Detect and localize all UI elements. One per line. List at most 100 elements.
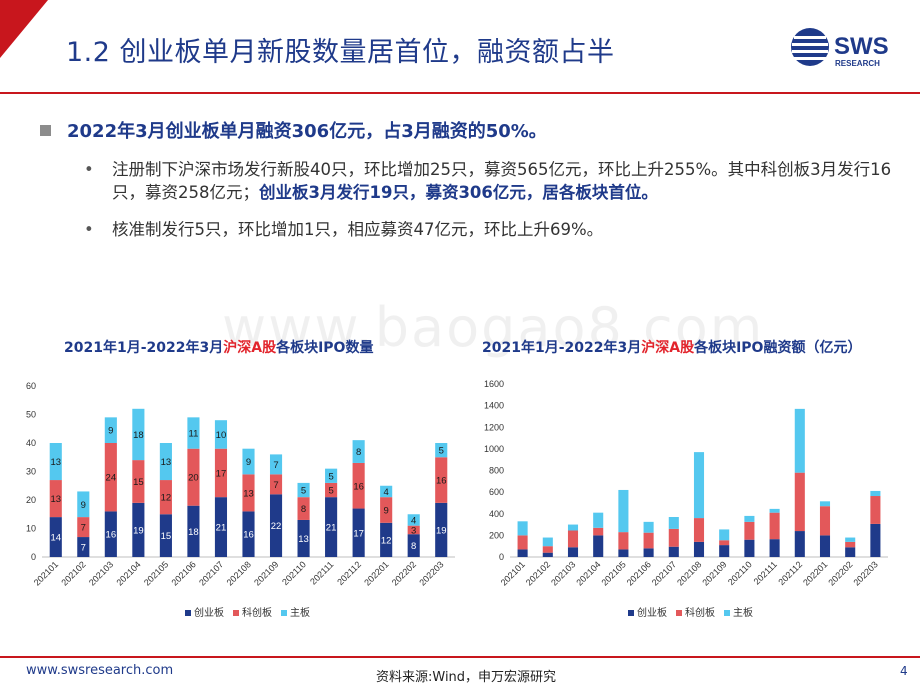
bar-segment	[744, 521, 755, 540]
y-tick-label: 20	[26, 495, 36, 505]
bar-segment	[819, 535, 831, 557]
sub-bullet-1-highlight: 创业板3月发行19只，募资306亿元，居各板块首位。	[259, 183, 658, 202]
main-bullet-text: 2022年3月创业板单月融资306亿元，占3月融资的50%。	[67, 121, 547, 142]
data-label: 4	[384, 487, 389, 498]
bar-segment	[794, 408, 805, 473]
bar-segment	[297, 482, 310, 498]
bar-segment	[325, 468, 338, 483]
y-tick-label: 1000	[484, 444, 504, 454]
square-bullet-icon	[40, 125, 51, 136]
bar-segment	[380, 522, 393, 557]
bar-segment	[794, 472, 805, 532]
sws-logo: SWS RESEARCH	[791, 28, 889, 68]
data-label: 5	[328, 486, 333, 497]
bar-segment	[187, 417, 200, 449]
bar-segment	[593, 527, 604, 536]
bar-segment	[542, 552, 553, 557]
bar-segment	[693, 518, 705, 542]
data-label: 9	[108, 426, 113, 437]
sub-bullet-2-text: 核准制发行5只，环比增加1只，相应募资47亿元，环比上升69%。	[112, 220, 604, 239]
data-label: 11	[188, 429, 198, 440]
left-chart-title: 2021年1月-2022年3月沪深A股各板块IPO数量	[64, 337, 373, 357]
data-label: 13	[243, 488, 254, 499]
data-label: 13	[161, 457, 172, 468]
bar-segment	[668, 528, 679, 547]
data-label: 12	[381, 535, 392, 546]
x-tick-label: 202105	[142, 559, 170, 587]
y-tick-label: 1200	[484, 422, 504, 432]
footer-source: 资料来源:Wind，申万宏源研究	[376, 670, 557, 685]
x-tick-label: 202110	[726, 559, 754, 587]
bar-segment	[242, 511, 255, 557]
bar-segment	[567, 524, 579, 531]
y-tick-label: 50	[26, 410, 36, 420]
bar-segment	[159, 514, 172, 557]
bar-segment	[269, 454, 283, 475]
x-tick-label: 202105	[599, 559, 627, 587]
footer-url-link[interactable]: www.swsresearch.com	[26, 663, 174, 678]
bar-segment	[104, 417, 117, 443]
bar-segment	[49, 443, 62, 481]
y-tick-label: 200	[489, 530, 504, 540]
bar-segment	[187, 448, 200, 506]
legend-label: 科创板	[242, 606, 272, 619]
bar-segment	[819, 501, 831, 507]
legend-label: 主板	[733, 606, 753, 619]
x-tick-label: 202103	[87, 559, 115, 587]
legend-swatch	[628, 610, 634, 616]
right-chart-title-a: 2021年1月-2022年3月	[482, 340, 642, 356]
bar-segment	[159, 443, 172, 481]
bar-segment	[769, 508, 780, 513]
bar-segment	[870, 496, 881, 524]
x-tick-label: 202103	[549, 559, 577, 587]
x-tick-label: 202203	[851, 559, 879, 587]
bar-segment	[769, 512, 780, 540]
right-chart-title-red: 沪深A股	[641, 340, 695, 356]
data-label: 12	[161, 493, 172, 504]
bar-segment	[214, 497, 228, 557]
bar-segment	[643, 532, 654, 549]
x-tick-label: 202111	[308, 559, 335, 586]
bar-segment	[870, 490, 881, 497]
x-tick-label: 202201	[362, 559, 390, 587]
data-label: 8	[301, 504, 306, 515]
bar-segment	[269, 474, 283, 495]
data-label: 16	[436, 476, 447, 487]
data-label: 7	[81, 523, 86, 534]
legend-swatch	[281, 610, 287, 616]
bar-segment	[542, 537, 553, 547]
y-tick-label: 600	[489, 487, 504, 497]
data-label: 16	[353, 481, 364, 492]
x-tick-label: 202111	[752, 559, 779, 586]
sub-bullet-1-text: 注册制下沪深市场发行新股40只，环比增加25只，募资565亿元，环比上升255%…	[112, 160, 892, 202]
corner-decoration	[0, 0, 48, 58]
bar-segment	[77, 517, 90, 538]
bar-segment	[77, 537, 90, 557]
bar-segment	[49, 480, 62, 518]
x-tick-label: 202102	[59, 559, 87, 587]
x-tick-label: 202202	[826, 559, 854, 587]
bar-segment	[269, 494, 283, 557]
bar-segment	[693, 541, 705, 557]
legend-label: 创业板	[637, 606, 667, 619]
bar-segment	[693, 452, 705, 519]
bar-segment	[769, 539, 780, 557]
bar-segment	[845, 541, 856, 548]
bar-segment	[845, 547, 856, 557]
data-label: 9	[81, 500, 86, 511]
data-label: 7	[273, 460, 278, 471]
bar-segment	[132, 408, 145, 461]
data-label: 17	[353, 528, 364, 539]
x-tick-label: 202109	[252, 559, 280, 587]
bar-segment	[435, 457, 448, 503]
data-label: 3	[411, 525, 416, 536]
bar-segment	[77, 491, 90, 518]
data-label: 24	[106, 473, 117, 484]
bar-segment	[214, 448, 228, 498]
data-label: 13	[298, 534, 309, 545]
bar-segment	[242, 474, 255, 512]
x-tick-label: 202106	[625, 559, 653, 587]
sub-bullet-1: • 注册制下沪深市场发行新股40只，环比增加25只，募资565亿元，环比上升25…	[84, 158, 899, 204]
data-label: 10	[216, 430, 227, 441]
legend-swatch	[676, 610, 682, 616]
